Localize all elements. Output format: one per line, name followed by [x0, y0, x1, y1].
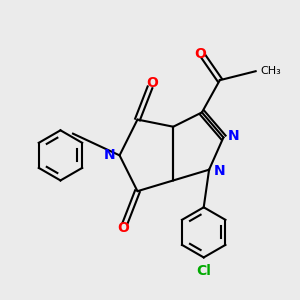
Text: CH₃: CH₃ [260, 66, 281, 76]
Text: O: O [194, 47, 206, 61]
Text: N: N [103, 148, 115, 162]
Text: O: O [146, 76, 158, 90]
Text: O: O [117, 221, 129, 235]
Text: N: N [228, 129, 239, 143]
Text: N: N [213, 164, 225, 178]
Text: Cl: Cl [196, 264, 211, 278]
